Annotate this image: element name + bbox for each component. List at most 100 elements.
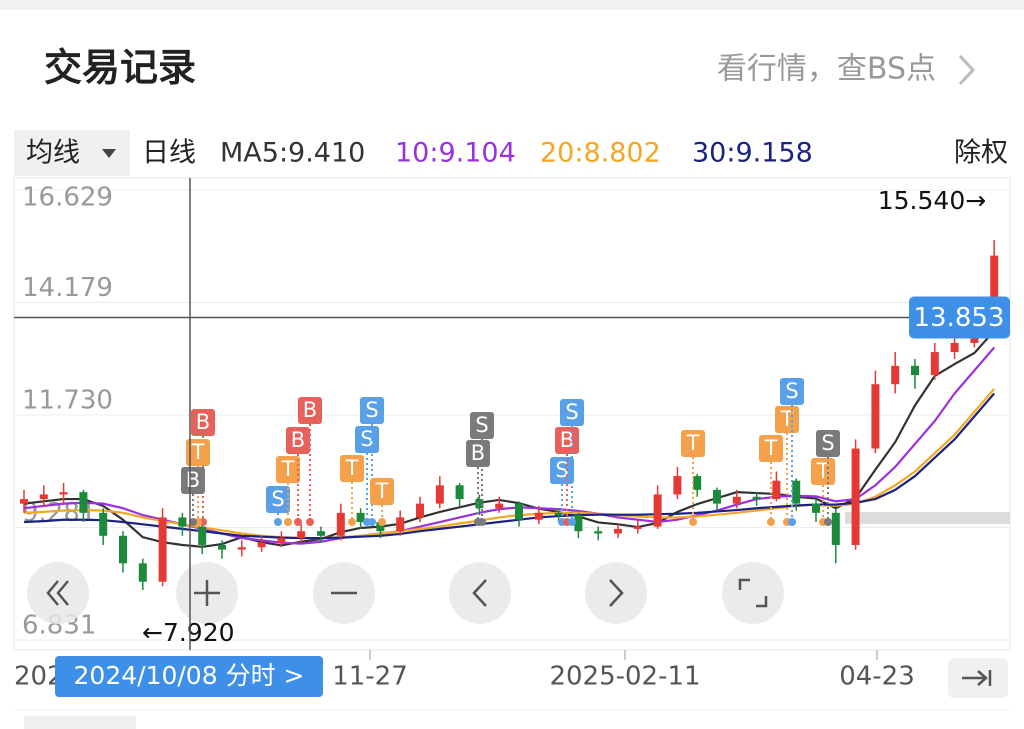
candle-body — [336, 512, 345, 536]
bs-marker-label: S — [565, 400, 578, 424]
marker-dot — [788, 518, 796, 526]
marker-dot — [378, 518, 386, 526]
bs-marker — [286, 427, 310, 454]
icon — [46, 580, 69, 606]
candle-body — [356, 512, 365, 523]
bs-marker — [355, 426, 379, 453]
bs-marker — [470, 412, 494, 439]
candle-body — [59, 492, 68, 495]
candle-body — [178, 517, 187, 527]
candle-body — [138, 563, 147, 582]
candle-body — [633, 526, 642, 529]
crosshair-value: 13.853 — [914, 303, 1005, 333]
market-link[interactable]: 看行情，查BS点 — [717, 52, 936, 87]
candle-body — [812, 503, 820, 513]
marker-dot — [767, 518, 775, 526]
adjust[interactable]: 除权 — [954, 138, 1008, 169]
page-title: 交易记录 — [44, 46, 196, 90]
bs-marker — [780, 378, 804, 405]
bs-marker — [560, 399, 584, 426]
icon — [194, 580, 220, 606]
y-tick-label: 16.629 — [22, 183, 113, 213]
bs-marker-label: T — [375, 479, 389, 503]
marker-dot — [294, 518, 302, 526]
bs-marker-label: T — [764, 436, 778, 460]
indicator[interactable]: 均线 — [26, 138, 80, 169]
x-tick-label: 2025-02-11 — [549, 662, 700, 692]
candle-body — [574, 515, 583, 532]
candle-body — [851, 448, 860, 545]
candle-body — [732, 496, 741, 504]
bs-marker — [266, 486, 290, 513]
x-tick-label: 11-27 — [332, 662, 408, 692]
bs-marker — [816, 430, 840, 457]
candle-body — [772, 480, 781, 500]
candle-body — [416, 503, 424, 518]
bs-marker-label: B — [291, 428, 305, 452]
bs-marker-label: S — [360, 427, 373, 451]
candle-body — [911, 365, 919, 376]
marker-dot — [274, 518, 282, 526]
candle-body — [891, 365, 900, 385]
candle-body — [396, 517, 405, 532]
candle-body — [297, 531, 306, 539]
crosshair-date-box — [55, 656, 323, 697]
marker-dot — [189, 518, 197, 526]
candle-body — [534, 512, 543, 520]
bs-marker-label: S — [271, 487, 284, 511]
max-label: 15.540→ — [878, 186, 986, 215]
bs-marker — [360, 397, 384, 424]
status-strip — [0, 0, 1024, 10]
candle-body — [435, 485, 444, 504]
marker-dot — [306, 518, 314, 526]
candle-body — [930, 352, 939, 376]
y-tick-label: 11.730 — [22, 386, 113, 416]
candle-body — [495, 503, 504, 509]
icon — [738, 578, 768, 608]
candle-body — [119, 535, 127, 564]
marker-dot — [368, 518, 376, 526]
next[interactable] — [585, 562, 647, 624]
legend-entry: 30:9.158 — [692, 138, 813, 169]
cost-band — [845, 512, 1010, 524]
candle-body — [257, 542, 266, 548]
legend-entry: 10:9.104 — [395, 138, 516, 169]
candle-body — [713, 489, 721, 504]
icon — [609, 579, 624, 607]
candle-body — [20, 499, 28, 504]
candle-body — [693, 476, 702, 490]
candle-body — [990, 255, 999, 330]
bs-marker-label: T — [780, 407, 794, 431]
candle-body — [475, 499, 484, 509]
bs-marker — [276, 456, 300, 483]
candle-body — [752, 496, 761, 500]
candle-body — [198, 526, 207, 545]
bs-marker-label: T — [191, 440, 205, 464]
icon — [472, 579, 487, 607]
prev[interactable] — [449, 562, 511, 624]
marker-dot — [474, 518, 482, 526]
bs-marker-label: T — [345, 456, 359, 480]
bs-marker — [759, 435, 783, 462]
candle-body — [317, 531, 325, 536]
bs-marker — [186, 439, 210, 466]
bs-marker-label: S — [555, 458, 568, 482]
bs-marker — [681, 430, 705, 457]
bs-marker-label: B — [196, 410, 210, 434]
icon — [962, 670, 992, 686]
sub-indicator[interactable] — [24, 716, 136, 729]
fullscreen[interactable] — [722, 562, 784, 624]
bs-marker — [191, 409, 215, 436]
candle-body — [950, 342, 959, 353]
candle-body — [277, 538, 286, 543]
marker-dot — [689, 518, 697, 526]
candle-body — [653, 494, 662, 527]
chevron[interactable] — [958, 54, 976, 86]
bs-marker — [181, 467, 205, 494]
nav-buttons — [27, 562, 784, 624]
period[interactable]: 日线 — [142, 138, 196, 169]
dropdown-arrow[interactable] — [102, 149, 116, 158]
crosshair-value-box — [909, 296, 1010, 339]
candle-body — [376, 522, 385, 532]
